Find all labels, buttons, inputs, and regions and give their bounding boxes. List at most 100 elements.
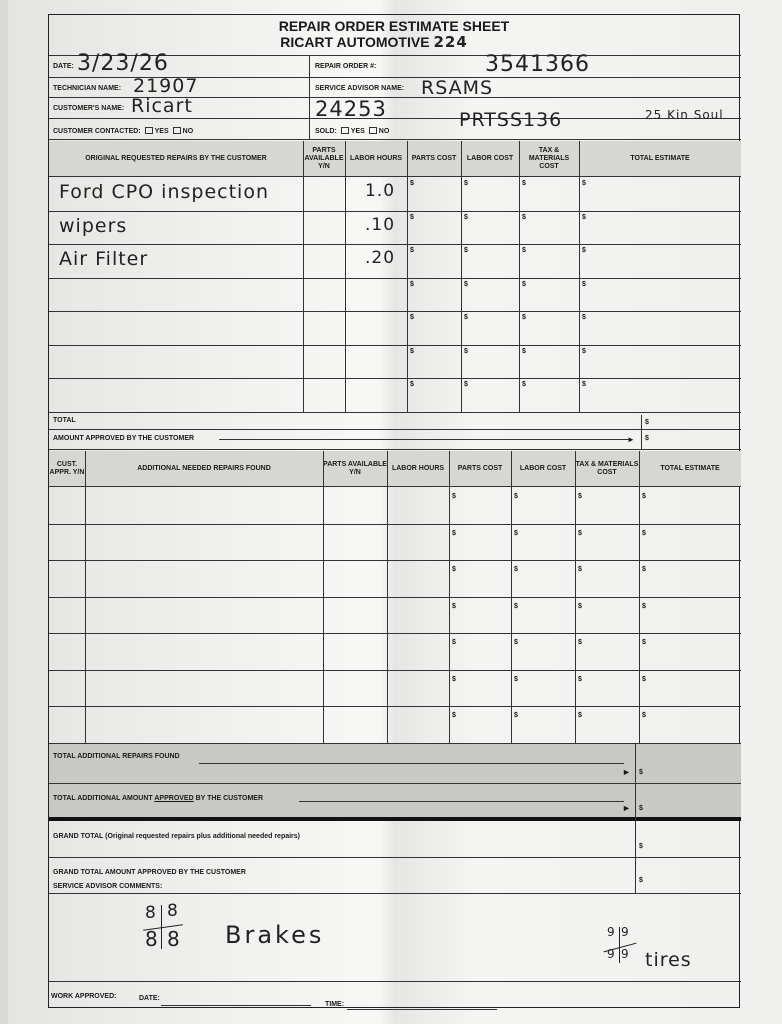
additional-parts-cost-cell[interactable]: $ bbox=[452, 639, 456, 646]
work-time-label: TIME: bbox=[325, 1001, 345, 1008]
original-tax-materials-cell[interactable]: $ bbox=[522, 381, 526, 388]
additional-labor-cost-cell[interactable]: $ bbox=[514, 566, 518, 573]
contacted-no-checkbox[interactable] bbox=[172, 127, 181, 134]
additional-parts-cost-cell[interactable]: $ bbox=[452, 566, 456, 573]
original-parts-cost-cell[interactable]: $ bbox=[410, 180, 414, 187]
additional-total-estimate-cell[interactable]: $ bbox=[642, 602, 646, 610]
original-total-estimate-cell[interactable]: $ bbox=[582, 381, 586, 388]
additional-tax-materials-cell[interactable]: $ bbox=[578, 712, 582, 719]
additional-header-desc: ADDITIONAL NEEDED REPAIRS FOUND bbox=[85, 451, 323, 487]
original-total-estimate-cell[interactable]: $ bbox=[582, 347, 586, 355]
work-time-field[interactable] bbox=[347, 1009, 497, 1010]
original-repair-description[interactable]: Air Filter bbox=[59, 248, 149, 270]
original-total-value[interactable]: $ bbox=[645, 419, 649, 426]
original-labor-hours[interactable]: .20 bbox=[365, 248, 396, 268]
additional-labor-cost-cell[interactable]: $ bbox=[514, 529, 518, 537]
original-labor-cost-cell[interactable]: $ bbox=[464, 213, 468, 221]
original-parts-cost-cell[interactable]: $ bbox=[410, 347, 414, 355]
original-total-estimate-cell[interactable]: $ bbox=[582, 280, 586, 288]
additional-total-estimate-cell[interactable]: $ bbox=[642, 493, 646, 500]
additional-total-estimate-cell[interactable]: $ bbox=[642, 639, 646, 646]
additional-labor-cost-cell[interactable]: $ bbox=[514, 493, 518, 500]
work-date-field[interactable] bbox=[161, 1005, 311, 1006]
original-labor-cost-cell[interactable]: $ bbox=[464, 381, 468, 388]
additional-header-labor-cost: LABOR COST bbox=[511, 451, 575, 487]
original-labor-cost-cell[interactable]: $ bbox=[464, 280, 468, 288]
table-row-divider bbox=[49, 311, 741, 312]
service-advisor-value[interactable]: RSAMS bbox=[421, 77, 494, 99]
advisor-number[interactable]: 24253 bbox=[315, 97, 387, 121]
original-parts-cost-cell[interactable]: $ bbox=[410, 247, 414, 254]
original-header-labor-cost: LABOR COST bbox=[461, 141, 519, 177]
arrow-icon: ► bbox=[622, 803, 631, 813]
additional-labor-cost-cell[interactable]: $ bbox=[514, 675, 518, 683]
original-labor-cost-cell[interactable]: $ bbox=[464, 247, 468, 254]
original-tax-materials-cell[interactable]: $ bbox=[522, 347, 526, 355]
additional-parts-cost-cell[interactable]: $ bbox=[452, 493, 456, 500]
brakes-comment: Brakes bbox=[225, 921, 325, 949]
original-total-estimate-cell[interactable]: $ bbox=[582, 314, 586, 321]
additional-tax-materials-cell[interactable]: $ bbox=[578, 639, 582, 646]
total-additional-found-value[interactable]: $ bbox=[639, 769, 643, 776]
original-labor-hours[interactable]: 1.0 bbox=[365, 181, 396, 201]
date-value[interactable]: 3/23/26 bbox=[77, 51, 169, 76]
table-row-divider bbox=[49, 344, 741, 346]
sold-yes-checkbox[interactable] bbox=[340, 127, 349, 134]
grand-approved-value[interactable]: $ bbox=[639, 877, 643, 884]
original-labor-cost-cell[interactable]: $ bbox=[464, 347, 468, 355]
original-total-estimate-cell[interactable]: $ bbox=[582, 213, 586, 221]
comments-label: SERVICE ADVISOR COMMENTS: bbox=[53, 883, 163, 890]
original-repair-description[interactable]: Ford CPO inspection bbox=[59, 181, 269, 203]
additional-total-estimate-cell[interactable]: $ bbox=[642, 529, 646, 537]
original-header-tax-materials: TAX & MATERIALS COST bbox=[519, 141, 579, 177]
additional-total-estimate-cell[interactable]: $ bbox=[642, 566, 646, 573]
additional-tax-materials-cell[interactable]: $ bbox=[578, 566, 582, 573]
repair-order-form: REPAIR ORDER ESTIMATE SHEET RICART AUTOM… bbox=[48, 14, 741, 1010]
table-row-divider bbox=[49, 411, 741, 413]
table-row-divider bbox=[49, 244, 741, 245]
repair-order-value[interactable]: 3541366 bbox=[485, 52, 590, 77]
original-total-estimate-cell[interactable]: $ bbox=[582, 180, 586, 187]
original-tax-materials-cell[interactable]: $ bbox=[522, 213, 526, 221]
total-additional-approved-label: TOTAL ADDITIONAL AMOUNT APPROVED BY THE … bbox=[53, 795, 264, 802]
original-total-estimate-cell[interactable]: $ bbox=[582, 247, 586, 254]
customer-label: CUSTOMER'S NAME: bbox=[53, 105, 125, 112]
additional-total-estimate-cell[interactable]: $ bbox=[642, 712, 646, 719]
additional-tax-materials-cell[interactable]: $ bbox=[578, 602, 582, 610]
additional-parts-cost-cell[interactable]: $ bbox=[452, 712, 456, 719]
original-labor-cost-cell[interactable]: $ bbox=[464, 314, 468, 321]
additional-tax-materials-cell[interactable]: $ bbox=[578, 675, 582, 683]
paper: REPAIR ORDER ESTIMATE SHEET RICART AUTOM… bbox=[8, 0, 782, 1024]
additional-header-cust-approved: CUST. APPR. Y/N bbox=[49, 451, 85, 487]
additional-labor-cost-cell[interactable]: $ bbox=[514, 602, 518, 610]
original-tax-materials-cell[interactable]: $ bbox=[522, 180, 526, 187]
sold-no-label: NO bbox=[378, 128, 390, 135]
original-repair-description[interactable]: wipers bbox=[59, 214, 128, 237]
technician-value[interactable]: 21907 bbox=[133, 75, 199, 97]
additional-tax-materials-cell[interactable]: $ bbox=[578, 529, 582, 537]
additional-parts-cost-cell[interactable]: $ bbox=[452, 529, 456, 537]
original-approved-value[interactable]: $ bbox=[645, 435, 649, 442]
original-labor-hours[interactable]: .10 bbox=[365, 214, 396, 235]
original-tax-materials-cell[interactable]: $ bbox=[522, 280, 526, 288]
grand-total-value[interactable]: $ bbox=[639, 843, 643, 850]
additional-parts-cost-cell[interactable]: $ bbox=[452, 602, 456, 610]
original-parts-cost-cell[interactable]: $ bbox=[410, 314, 414, 321]
customer-value[interactable]: Ricart bbox=[131, 95, 193, 117]
additional-labor-cost-cell[interactable]: $ bbox=[514, 712, 518, 719]
additional-total-estimate-cell[interactable]: $ bbox=[642, 675, 646, 683]
additional-parts-cost-cell[interactable]: $ bbox=[452, 675, 456, 683]
vehicle-note[interactable]: 25 Kin Soul bbox=[645, 108, 724, 122]
original-parts-cost-cell[interactable]: $ bbox=[410, 280, 414, 288]
original-labor-cost-cell[interactable]: $ bbox=[464, 180, 468, 187]
original-tax-materials-cell[interactable]: $ bbox=[522, 314, 526, 321]
original-parts-cost-cell[interactable]: $ bbox=[410, 213, 414, 221]
contacted-yes-checkbox[interactable] bbox=[144, 127, 153, 134]
vehicle-code[interactable]: PRTSS136 bbox=[459, 109, 563, 131]
original-parts-cost-cell[interactable]: $ bbox=[410, 381, 414, 388]
additional-labor-cost-cell[interactable]: $ bbox=[514, 639, 518, 646]
original-tax-materials-cell[interactable]: $ bbox=[522, 247, 526, 254]
total-additional-approved-value[interactable]: $ bbox=[639, 805, 643, 812]
sold-no-checkbox[interactable] bbox=[368, 127, 377, 134]
additional-tax-materials-cell[interactable]: $ bbox=[578, 493, 582, 500]
